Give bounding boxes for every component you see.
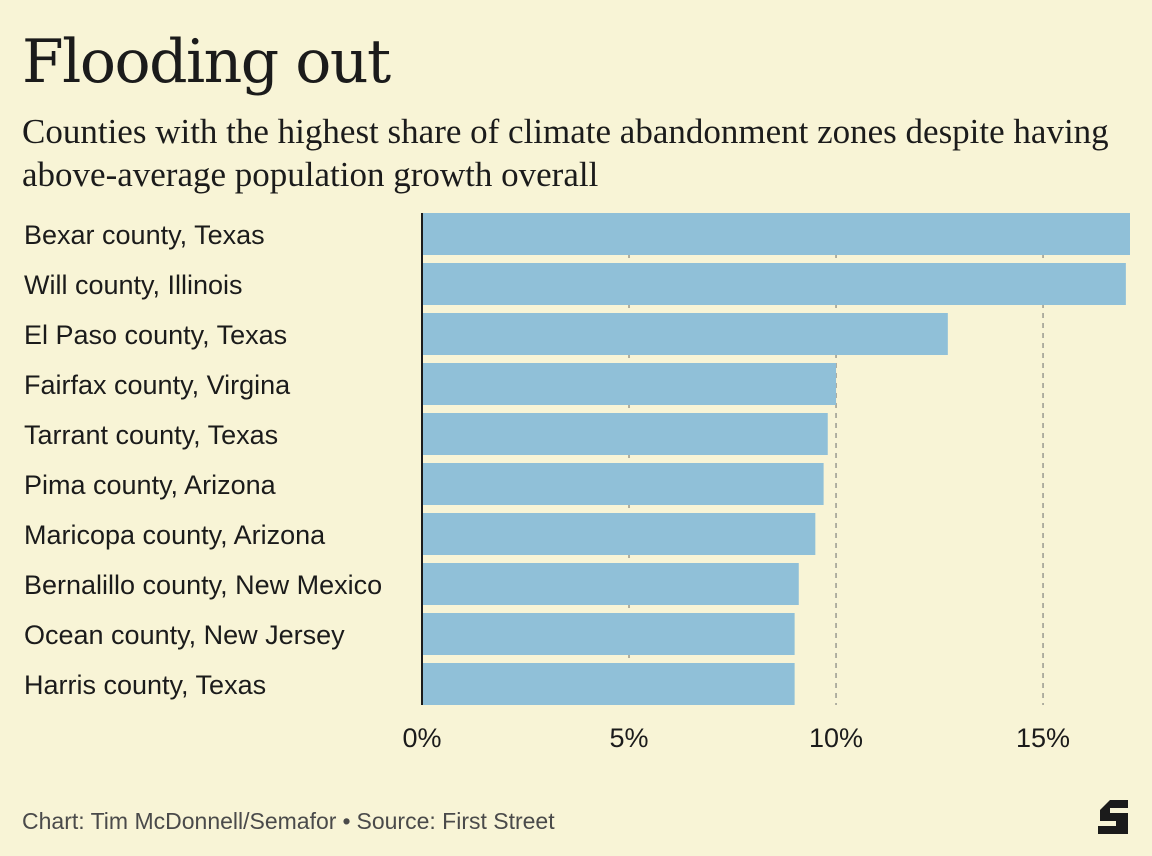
bar-1 <box>422 263 1126 305</box>
bar-6 <box>422 513 816 555</box>
category-label-3: Fairfax county, Virgina <box>24 370 291 400</box>
x-tick-label-15: 15% <box>1016 723 1070 753</box>
x-tick-label-10: 10% <box>809 723 863 753</box>
bar-7 <box>422 563 799 605</box>
semafor-logo-icon <box>1094 798 1132 836</box>
category-label-9: Harris county, Texas <box>24 670 266 700</box>
chart-subtitle: Counties with the highest share of clima… <box>22 112 1109 194</box>
category-label-7: Bernalillo county, New Mexico <box>24 570 382 600</box>
bar-5 <box>422 463 824 505</box>
bar-9 <box>422 663 795 705</box>
category-label-2: El Paso county, Texas <box>24 320 287 350</box>
category-labels: Bexar county, Texas Will county, Illinois… <box>24 220 382 700</box>
bars <box>422 213 1130 705</box>
bar-8 <box>422 613 795 655</box>
bar-0 <box>422 213 1130 255</box>
category-label-1: Will county, Illinois <box>24 270 243 300</box>
credit-text: Chart: Tim McDonnell/Semafor <box>22 808 337 834</box>
bar-chart: Bexar county, Texas Will county, Illinois… <box>24 213 1130 753</box>
category-label-4: Tarrant county, Texas <box>24 420 278 450</box>
x-tick-label-5: 5% <box>610 723 649 753</box>
chart-footer: Chart: Tim McDonnell/Semafor • Source: Fir… <box>22 806 555 836</box>
bar-2 <box>422 313 948 355</box>
footer-separator: • <box>342 808 351 834</box>
category-label-6: Maricopa county, Arizona <box>24 520 326 550</box>
chart-title: Flooding out <box>22 27 391 97</box>
source-text: Source: First Street <box>356 808 555 834</box>
category-label-5: Pima county, Arizona <box>24 470 277 500</box>
category-label-8: Ocean county, New Jersey <box>24 620 345 650</box>
bar-4 <box>422 413 828 455</box>
tick-labels: 0% 5% 10% 15% <box>402 723 1070 753</box>
bar-3 <box>422 363 837 405</box>
category-label-0: Bexar county, Texas <box>24 220 265 250</box>
x-tick-label-0: 0% <box>402 723 441 753</box>
